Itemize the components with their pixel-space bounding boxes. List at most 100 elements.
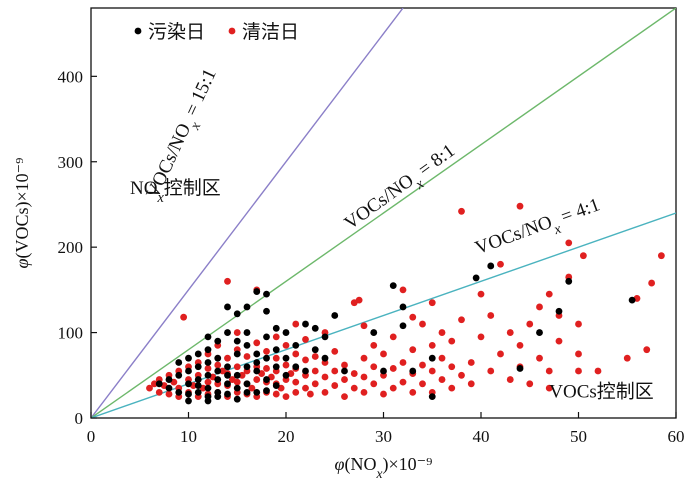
data-point bbox=[263, 387, 270, 395]
data-point bbox=[204, 397, 212, 405]
data-point bbox=[282, 393, 290, 401]
data-point bbox=[272, 354, 280, 362]
data-point bbox=[185, 390, 192, 398]
data-point bbox=[487, 312, 495, 319]
data-point bbox=[233, 363, 241, 371]
data-point bbox=[302, 384, 309, 392]
y-tick-label: 300 bbox=[58, 153, 84, 172]
data-point bbox=[467, 359, 475, 366]
y-tick-label: 0 bbox=[75, 409, 84, 428]
data-point bbox=[419, 380, 426, 388]
data-point bbox=[155, 388, 163, 396]
data-point bbox=[272, 363, 280, 371]
data-point bbox=[579, 252, 587, 260]
data-point bbox=[448, 384, 456, 392]
data-point bbox=[380, 350, 387, 358]
data-point bbox=[155, 380, 163, 388]
data-point bbox=[428, 367, 436, 375]
data-point bbox=[253, 350, 261, 358]
legend-marker bbox=[228, 27, 236, 35]
data-point bbox=[565, 277, 573, 285]
data-point bbox=[472, 274, 480, 282]
data-point bbox=[175, 359, 183, 366]
data-point bbox=[263, 365, 270, 372]
data-point bbox=[233, 371, 241, 379]
data-point bbox=[321, 373, 329, 381]
data-point bbox=[233, 329, 241, 336]
data-point bbox=[233, 310, 241, 318]
data-point bbox=[419, 361, 426, 369]
data-point bbox=[204, 346, 212, 354]
data-point bbox=[623, 354, 631, 362]
data-point bbox=[253, 388, 261, 396]
data-point bbox=[648, 279, 656, 287]
data-point bbox=[516, 341, 524, 349]
data-point bbox=[263, 376, 270, 383]
data-point bbox=[497, 350, 504, 358]
data-point bbox=[204, 359, 212, 366]
data-point bbox=[224, 303, 231, 311]
data-point bbox=[194, 363, 202, 371]
x-tick-label: 30 bbox=[375, 427, 392, 446]
data-point bbox=[204, 384, 212, 392]
data-point bbox=[331, 382, 339, 389]
data-point bbox=[321, 333, 329, 341]
data-point bbox=[263, 354, 270, 362]
data-point bbox=[341, 393, 348, 401]
data-point bbox=[497, 260, 504, 268]
data-point bbox=[628, 296, 636, 304]
data-point bbox=[516, 202, 524, 210]
data-point bbox=[355, 296, 363, 304]
data-point bbox=[214, 361, 222, 369]
data-point bbox=[555, 307, 563, 315]
data-point bbox=[545, 367, 553, 375]
x-tick-label: 40 bbox=[473, 427, 490, 446]
data-point bbox=[282, 329, 290, 336]
x-tick-label: 0 bbox=[87, 427, 96, 446]
legend: 污染日 清洁日 bbox=[134, 21, 299, 43]
data-point bbox=[282, 341, 290, 349]
data-point bbox=[555, 337, 563, 345]
data-point bbox=[467, 380, 475, 388]
data-point bbox=[150, 380, 158, 388]
data-point bbox=[409, 346, 417, 354]
data-point bbox=[165, 384, 173, 392]
data-point bbox=[185, 354, 192, 362]
data-point bbox=[389, 333, 397, 341]
data-point bbox=[506, 329, 514, 336]
data-point bbox=[360, 322, 368, 330]
data-point bbox=[419, 320, 426, 328]
data-point bbox=[185, 397, 192, 405]
data-point bbox=[224, 354, 231, 362]
data-point bbox=[487, 262, 495, 270]
reference-line bbox=[91, 8, 404, 418]
x-tick-label: 20 bbox=[278, 427, 295, 446]
data-point bbox=[477, 333, 485, 341]
data-point bbox=[311, 324, 319, 332]
data-point bbox=[248, 384, 256, 392]
data-point bbox=[282, 361, 290, 369]
data-point bbox=[253, 359, 261, 366]
data-point bbox=[370, 363, 378, 371]
axis-ticks: 0 10 20 30 40 50 60 0 100 200 300 400 bbox=[58, 67, 685, 446]
y-axis-label: φ(VOCs)×10⁻⁹ bbox=[12, 158, 33, 269]
data-point bbox=[360, 388, 368, 396]
data-point bbox=[448, 363, 456, 371]
data-point bbox=[311, 346, 319, 354]
data-point bbox=[448, 337, 456, 345]
data-point bbox=[272, 346, 280, 354]
data-point bbox=[526, 320, 534, 328]
data-point bbox=[331, 367, 339, 375]
data-point bbox=[311, 353, 319, 360]
data-point bbox=[399, 359, 407, 366]
data-point bbox=[458, 316, 465, 324]
data-point bbox=[575, 367, 582, 375]
data-point bbox=[292, 350, 300, 358]
data-point bbox=[350, 384, 358, 392]
data-point bbox=[331, 347, 339, 355]
data-point bbox=[360, 354, 368, 362]
data-point bbox=[243, 329, 251, 336]
data-point bbox=[233, 384, 241, 392]
data-point bbox=[233, 337, 241, 345]
